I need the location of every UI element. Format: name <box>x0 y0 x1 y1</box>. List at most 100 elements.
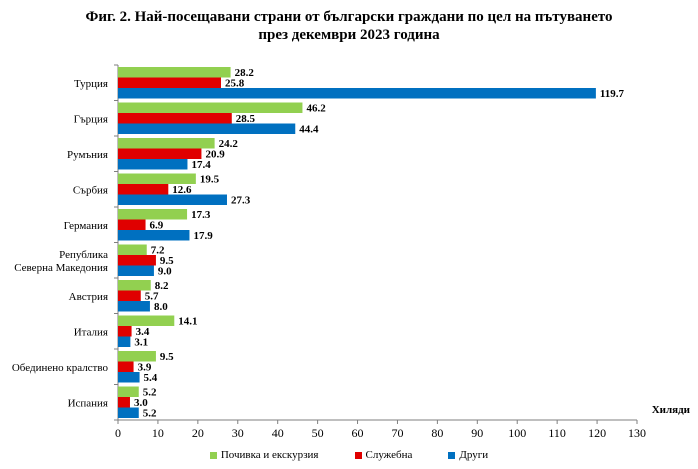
bar-0 <box>118 351 156 362</box>
legend-item-business: Служебна <box>354 449 413 461</box>
bar-0 <box>118 102 303 113</box>
bar-1 <box>118 361 134 372</box>
x-tick-label: 120 <box>588 426 606 440</box>
data-label: 28.2 <box>235 67 255 79</box>
bar-1 <box>118 326 132 337</box>
x-tick-label: 110 <box>548 426 566 440</box>
bar-0 <box>118 386 139 397</box>
category-label: Сърбия <box>73 184 108 196</box>
category-label: Австрия <box>69 291 108 303</box>
bar-0 <box>118 315 175 326</box>
data-label: 12.6 <box>172 184 192 196</box>
data-label: 5.2 <box>143 387 157 399</box>
data-label: 9.0 <box>158 266 172 278</box>
x-tick-label: 10 <box>152 426 164 440</box>
data-label: 3.0 <box>134 397 148 409</box>
category-label: Румъния <box>67 149 108 161</box>
legend-label-business: Служебна <box>365 449 413 461</box>
bar-chart: 0 10 20 30 40 50 60 70 80 90 100 110 120 130 Хиляди Тур… <box>12 64 691 440</box>
legend-item-other: Други <box>448 449 488 461</box>
category-label: Северна Македония <box>14 262 108 274</box>
chart-title-line-1: Фиг. 2. Най-посещавани страни от българс… <box>85 9 613 25</box>
data-label: 7.2 <box>151 245 165 257</box>
data-label: 17.3 <box>191 209 211 221</box>
x-tick-label: 70 <box>391 426 403 440</box>
bar-2 <box>118 230 190 241</box>
category-label: Германия <box>64 220 108 232</box>
data-label: 27.3 <box>231 195 251 207</box>
x-tick-label: 40 <box>272 426 284 440</box>
data-label: 44.4 <box>299 124 319 136</box>
data-label: 9.5 <box>160 351 174 363</box>
bar-2 <box>118 88 596 99</box>
bar-0 <box>118 67 231 78</box>
x-tick-label: 30 <box>232 426 244 440</box>
data-label: 9.5 <box>160 255 174 267</box>
data-label: 20.9 <box>205 149 225 161</box>
data-label: 17.9 <box>193 230 213 242</box>
data-label: 5.7 <box>145 291 159 303</box>
data-label: 5.2 <box>143 408 157 420</box>
bar-2 <box>118 194 227 205</box>
bar-2 <box>118 301 150 312</box>
data-label: 19.5 <box>200 174 220 186</box>
bar-2 <box>118 372 140 383</box>
x-tick-label: 20 <box>192 426 204 440</box>
chart-legend: Почивка и екскурзия Служебна Други <box>0 449 698 461</box>
x-tick-label: 60 <box>352 426 364 440</box>
chart-title-line-2: през декември 2023 година <box>258 27 440 43</box>
legend-swatch-other <box>448 451 456 459</box>
bar-0 <box>118 138 215 149</box>
bar-1 <box>118 255 156 266</box>
bar-1 <box>118 148 202 159</box>
legend-label-leisure: Почивка и екскурзия <box>220 449 319 461</box>
data-label: 119.7 <box>600 88 625 100</box>
data-label: 3.9 <box>138 362 152 374</box>
bar-2 <box>118 123 296 134</box>
x-tick-label: 100 <box>508 426 526 440</box>
legend-swatch-leisure <box>209 451 217 459</box>
bar-1 <box>118 290 141 301</box>
bar-0 <box>118 209 188 220</box>
data-label: 25.8 <box>225 78 245 90</box>
legend-label-other: Други <box>459 449 489 461</box>
data-label: 3.4 <box>136 326 150 338</box>
bar-1 <box>118 397 130 408</box>
bar-2 <box>118 159 188 170</box>
bar-1 <box>118 77 222 88</box>
legend-swatch-business <box>354 451 362 459</box>
x-tick-label: 130 <box>628 426 646 440</box>
x-tick-label: 50 <box>312 426 324 440</box>
data-label: 28.5 <box>236 113 256 125</box>
data-label: 8.2 <box>155 280 169 292</box>
category-label: Италия <box>74 326 108 338</box>
category-label: Република <box>59 249 108 261</box>
bar-2 <box>118 407 139 418</box>
category-label: Испания <box>68 397 108 409</box>
data-label: 8.0 <box>154 301 168 313</box>
category-label: Турция <box>74 78 108 90</box>
chart-title: Фиг. 2. Най-посещавани страни от българс… <box>0 8 698 44</box>
data-label: 5.4 <box>144 372 158 384</box>
data-label: 17.4 <box>191 159 211 171</box>
bar-1 <box>118 113 232 124</box>
bar-0 <box>118 173 196 184</box>
data-label: 6.9 <box>150 220 164 232</box>
category-label: Гърция <box>74 113 108 125</box>
data-label: 3.1 <box>134 337 148 349</box>
data-label: 46.2 <box>306 103 326 115</box>
legend-item-leisure: Почивка и екскурзия <box>209 449 319 461</box>
x-axis-unit-label: Хиляди <box>652 404 691 416</box>
bar-1 <box>118 184 169 195</box>
data-label: 24.2 <box>219 138 239 150</box>
x-tick-label: 0 <box>115 426 121 440</box>
bar-2 <box>118 336 131 347</box>
bar-1 <box>118 219 146 230</box>
bar-0 <box>118 244 147 255</box>
data-label: 14.1 <box>178 316 197 328</box>
bar-2 <box>118 265 154 276</box>
x-tick-label: 80 <box>431 426 443 440</box>
category-label: Обединено кралство <box>12 362 109 374</box>
x-tick-label: 90 <box>471 426 483 440</box>
bar-0 <box>118 280 151 291</box>
